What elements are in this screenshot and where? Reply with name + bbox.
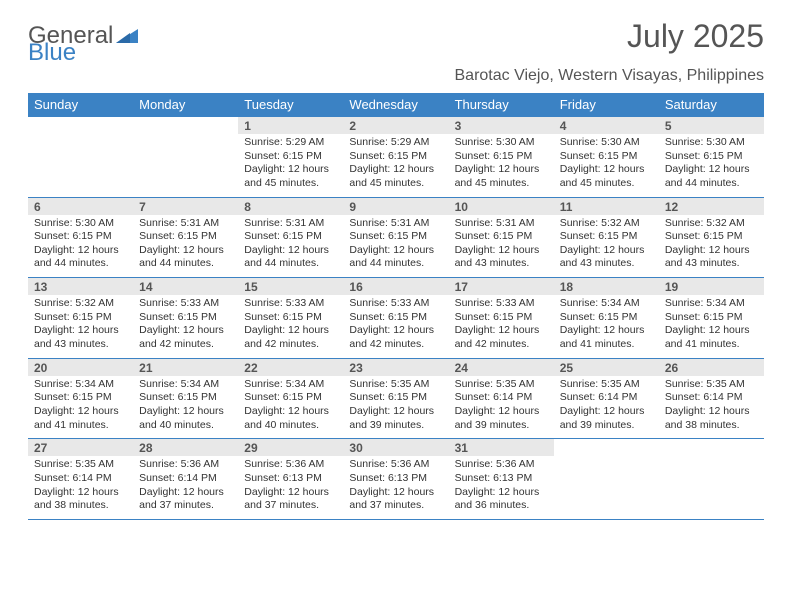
date-cell: 19 — [659, 278, 764, 296]
date-row: 13141516171819 — [28, 278, 764, 296]
date-cell: 15 — [238, 278, 343, 296]
date-cell: 3 — [449, 117, 554, 135]
info-cell: Sunrise: 5:34 AMSunset: 6:15 PMDaylight:… — [133, 376, 238, 439]
date-cell: 28 — [133, 439, 238, 457]
date-cell: 24 — [449, 358, 554, 376]
info-cell: Sunrise: 5:35 AMSunset: 6:14 PMDaylight:… — [449, 376, 554, 439]
date-row: 2728293031 — [28, 439, 764, 457]
info-cell: Sunrise: 5:35 AMSunset: 6:14 PMDaylight:… — [554, 376, 659, 439]
date-cell — [28, 117, 133, 135]
date-cell: 31 — [449, 439, 554, 457]
date-cell: 2 — [343, 117, 448, 135]
info-cell: Sunrise: 5:33 AMSunset: 6:15 PMDaylight:… — [449, 295, 554, 358]
info-cell: Sunrise: 5:30 AMSunset: 6:15 PMDaylight:… — [554, 134, 659, 197]
day-header: Saturday — [659, 93, 764, 117]
date-cell: 16 — [343, 278, 448, 296]
date-cell: 27 — [28, 439, 133, 457]
day-header: Monday — [133, 93, 238, 117]
date-cell: 25 — [554, 358, 659, 376]
info-cell: Sunrise: 5:36 AMSunset: 6:13 PMDaylight:… — [343, 456, 448, 519]
calendar-table: SundayMondayTuesdayWednesdayThursdayFrid… — [28, 93, 764, 520]
info-cell: Sunrise: 5:36 AMSunset: 6:14 PMDaylight:… — [133, 456, 238, 519]
date-cell — [133, 117, 238, 135]
date-cell: 1 — [238, 117, 343, 135]
info-cell: Sunrise: 5:36 AMSunset: 6:13 PMDaylight:… — [238, 456, 343, 519]
date-cell: 8 — [238, 197, 343, 215]
date-cell: 12 — [659, 197, 764, 215]
info-cell: Sunrise: 5:31 AMSunset: 6:15 PMDaylight:… — [133, 215, 238, 278]
info-cell — [554, 456, 659, 519]
date-cell: 5 — [659, 117, 764, 135]
date-cell: 30 — [343, 439, 448, 457]
date-cell: 10 — [449, 197, 554, 215]
info-cell: Sunrise: 5:34 AMSunset: 6:15 PMDaylight:… — [659, 295, 764, 358]
info-cell: Sunrise: 5:34 AMSunset: 6:15 PMDaylight:… — [554, 295, 659, 358]
date-cell: 20 — [28, 358, 133, 376]
info-cell — [659, 456, 764, 519]
date-cell — [554, 439, 659, 457]
date-row: 6789101112 — [28, 197, 764, 215]
info-cell: Sunrise: 5:29 AMSunset: 6:15 PMDaylight:… — [238, 134, 343, 197]
info-cell: Sunrise: 5:34 AMSunset: 6:15 PMDaylight:… — [238, 376, 343, 439]
date-cell: 4 — [554, 117, 659, 135]
date-cell: 22 — [238, 358, 343, 376]
info-cell: Sunrise: 5:35 AMSunset: 6:15 PMDaylight:… — [343, 376, 448, 439]
info-cell: Sunrise: 5:31 AMSunset: 6:15 PMDaylight:… — [449, 215, 554, 278]
month-title: July 2025 — [627, 18, 764, 55]
logo-text-2: Blue — [28, 39, 76, 67]
day-header: Thursday — [449, 93, 554, 117]
date-cell — [659, 439, 764, 457]
info-cell: Sunrise: 5:35 AMSunset: 6:14 PMDaylight:… — [659, 376, 764, 439]
day-header-row: SundayMondayTuesdayWednesdayThursdayFrid… — [28, 93, 764, 117]
logo-triangle-icon — [116, 22, 138, 50]
calendar-body: 12345Sunrise: 5:29 AMSunset: 6:15 PMDayl… — [28, 117, 764, 520]
date-cell: 26 — [659, 358, 764, 376]
info-cell: Sunrise: 5:35 AMSunset: 6:14 PMDaylight:… — [28, 456, 133, 519]
info-cell: Sunrise: 5:30 AMSunset: 6:15 PMDaylight:… — [28, 215, 133, 278]
info-cell: Sunrise: 5:30 AMSunset: 6:15 PMDaylight:… — [659, 134, 764, 197]
info-cell — [28, 134, 133, 197]
info-row: Sunrise: 5:30 AMSunset: 6:15 PMDaylight:… — [28, 215, 764, 278]
info-cell: Sunrise: 5:33 AMSunset: 6:15 PMDaylight:… — [238, 295, 343, 358]
info-row: Sunrise: 5:35 AMSunset: 6:14 PMDaylight:… — [28, 456, 764, 519]
date-cell: 21 — [133, 358, 238, 376]
date-cell: 13 — [28, 278, 133, 296]
date-row: 20212223242526 — [28, 358, 764, 376]
day-header: Sunday — [28, 93, 133, 117]
info-row: Sunrise: 5:32 AMSunset: 6:15 PMDaylight:… — [28, 295, 764, 358]
date-cell: 6 — [28, 197, 133, 215]
info-cell: Sunrise: 5:31 AMSunset: 6:15 PMDaylight:… — [238, 215, 343, 278]
info-row: Sunrise: 5:29 AMSunset: 6:15 PMDaylight:… — [28, 134, 764, 197]
info-cell: Sunrise: 5:32 AMSunset: 6:15 PMDaylight:… — [28, 295, 133, 358]
date-cell: 23 — [343, 358, 448, 376]
date-row: 12345 — [28, 117, 764, 135]
info-cell: Sunrise: 5:36 AMSunset: 6:13 PMDaylight:… — [449, 456, 554, 519]
info-cell: Sunrise: 5:30 AMSunset: 6:15 PMDaylight:… — [449, 134, 554, 197]
day-header: Wednesday — [343, 93, 448, 117]
info-cell: Sunrise: 5:32 AMSunset: 6:15 PMDaylight:… — [659, 215, 764, 278]
day-header: Friday — [554, 93, 659, 117]
day-header: Tuesday — [238, 93, 343, 117]
info-cell: Sunrise: 5:29 AMSunset: 6:15 PMDaylight:… — [343, 134, 448, 197]
date-cell: 9 — [343, 197, 448, 215]
info-cell: Sunrise: 5:31 AMSunset: 6:15 PMDaylight:… — [343, 215, 448, 278]
date-cell: 17 — [449, 278, 554, 296]
date-cell: 7 — [133, 197, 238, 215]
date-cell: 11 — [554, 197, 659, 215]
info-cell: Sunrise: 5:34 AMSunset: 6:15 PMDaylight:… — [28, 376, 133, 439]
date-cell: 14 — [133, 278, 238, 296]
date-cell: 29 — [238, 439, 343, 457]
info-cell: Sunrise: 5:33 AMSunset: 6:15 PMDaylight:… — [343, 295, 448, 358]
date-cell: 18 — [554, 278, 659, 296]
info-cell — [133, 134, 238, 197]
info-cell: Sunrise: 5:33 AMSunset: 6:15 PMDaylight:… — [133, 295, 238, 358]
info-row: Sunrise: 5:34 AMSunset: 6:15 PMDaylight:… — [28, 376, 764, 439]
info-cell: Sunrise: 5:32 AMSunset: 6:15 PMDaylight:… — [554, 215, 659, 278]
location: Barotac Viejo, Western Visayas, Philippi… — [28, 67, 764, 85]
